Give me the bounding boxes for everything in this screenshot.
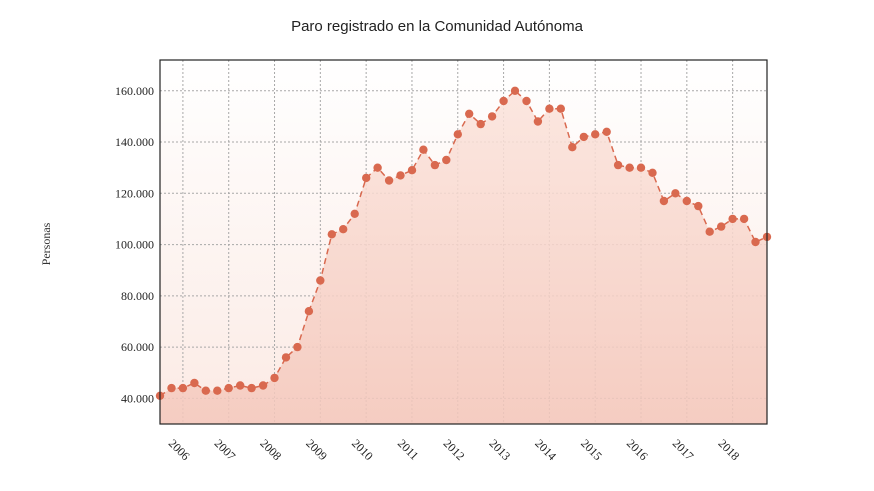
data-point (751, 237, 760, 247)
data-point (659, 196, 669, 206)
data-point (533, 117, 543, 126)
series-line (159, 89, 768, 397)
data-point (671, 189, 680, 198)
data-point (476, 119, 485, 129)
data-point (396, 171, 405, 180)
data-point (407, 166, 417, 175)
y-tick-label: 100.000 (115, 238, 154, 252)
plot-border (159, 59, 768, 425)
data-point (281, 353, 291, 362)
data-point (293, 342, 302, 352)
data-point (430, 160, 440, 170)
data-point (453, 130, 462, 139)
data-point (499, 96, 508, 106)
data-point (384, 176, 394, 185)
data-point (362, 173, 371, 183)
y-axis-label: Personas (39, 222, 53, 265)
data-point (728, 214, 737, 224)
data-point (224, 383, 233, 393)
data-point (327, 230, 336, 239)
data-point (213, 386, 222, 395)
data-point (316, 276, 325, 285)
data-point (258, 381, 268, 390)
data-point (545, 104, 554, 113)
data-point (682, 196, 691, 206)
x-tick-label: 2008 (257, 436, 284, 463)
data-point (591, 130, 600, 139)
data-point (270, 373, 279, 383)
data-point (568, 143, 577, 152)
data-point (350, 209, 359, 218)
data-point (522, 96, 531, 106)
y-axis: 40.000 60.000 80.000 100.000 120.000 140.000 1… (115, 84, 154, 406)
data-point (602, 127, 611, 136)
x-tick-label: 2018 (716, 436, 743, 463)
data-point (190, 378, 199, 388)
x-tick-label: 2014 (532, 436, 559, 463)
y-tick-label: 120.000 (115, 186, 154, 200)
data-point (373, 163, 382, 172)
area-fill (160, 90, 767, 425)
data-point (487, 112, 497, 121)
x-tick-label: 2009 (303, 436, 330, 463)
data-point (739, 214, 749, 224)
data-point (636, 163, 646, 172)
data-point (419, 145, 428, 154)
x-tick-label: 2006 (166, 436, 193, 463)
x-tick-label: 2012 (441, 436, 468, 463)
data-point (304, 307, 314, 316)
data-point (625, 163, 634, 172)
data-point (167, 383, 176, 393)
data-point (556, 104, 565, 113)
y-tick-label: 140.000 (115, 135, 154, 149)
series-points (155, 86, 772, 400)
x-tick-label: 2007 (212, 436, 239, 463)
data-point (717, 222, 726, 231)
x-tick-label: 2015 (578, 436, 605, 463)
x-tick-label: 2011 (395, 436, 422, 463)
y-tick-label: 160.000 (115, 84, 154, 98)
data-point (201, 386, 210, 395)
data-point (648, 168, 657, 177)
x-tick-label: 2013 (486, 436, 513, 463)
data-point (247, 383, 256, 393)
data-point (613, 160, 623, 170)
chart-title: Paro registrado en la Comunidad Autónoma (291, 18, 584, 35)
x-axis: 2006 2007 2008 2009 2010 2011 2012 2013 2014 2015… (166, 436, 743, 463)
x-tick-label: 2010 (349, 436, 376, 463)
data-point (236, 381, 245, 390)
y-tick-label: 60.000 (121, 340, 154, 354)
data-point (579, 132, 588, 142)
data-point (705, 227, 714, 236)
x-tick-label: 2017 (670, 436, 697, 463)
data-point (442, 155, 451, 165)
data-point (465, 109, 474, 119)
y-tick-label: 40.000 (121, 391, 154, 405)
y-tick-label: 80.000 (121, 289, 154, 303)
data-point (339, 225, 348, 234)
x-tick-label: 2016 (624, 436, 651, 463)
data-point (694, 201, 703, 211)
data-point (178, 383, 188, 393)
data-point (510, 86, 520, 96)
